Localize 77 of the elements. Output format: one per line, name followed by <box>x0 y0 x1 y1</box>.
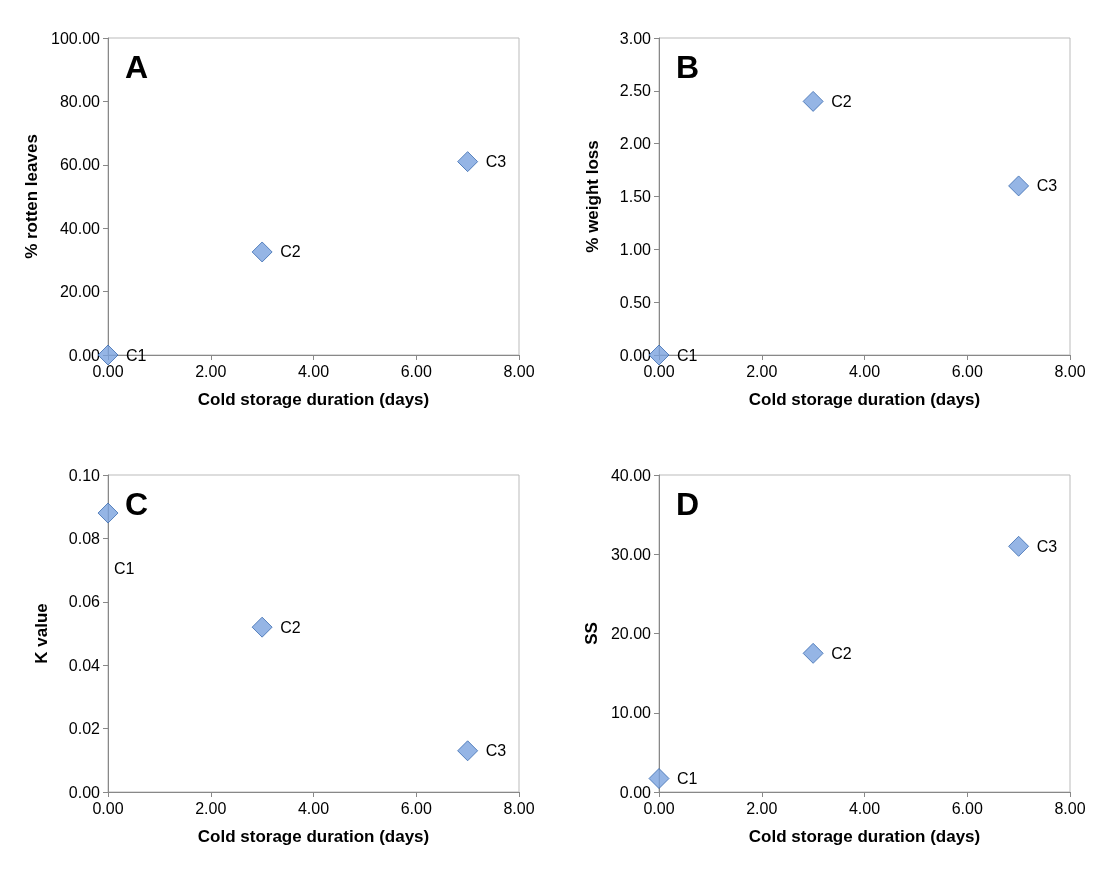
y-axis-title: % rotten leaves <box>22 134 42 259</box>
x-axis-title: Cold storage duration (days) <box>197 827 430 846</box>
y-tick-label: 1.00 <box>619 240 652 258</box>
y-tick-label: 60.00 <box>59 156 101 174</box>
y-tick-label: 2.50 <box>619 82 652 100</box>
annotation: C3 <box>485 153 507 171</box>
x-tick-label: 4.00 <box>297 799 330 817</box>
point <box>1008 175 1030 197</box>
y-tick-label: 30.00 <box>610 545 652 563</box>
y-axis-title: K value <box>32 603 51 664</box>
point <box>457 151 479 173</box>
y-tick-label: 0.00 <box>68 346 101 364</box>
x-tick-label: 8.00 <box>503 799 535 817</box>
point <box>97 502 119 524</box>
y-tick-label: 40.00 <box>610 466 652 484</box>
x-tick-label: 0.00 <box>92 362 124 380</box>
y-tick-label: 0.10 <box>68 466 101 484</box>
x-tick-label: 2.00 <box>746 362 778 380</box>
point <box>802 90 824 112</box>
x-tick-label: 0.00 <box>643 799 675 817</box>
annotation: C2 <box>280 618 301 636</box>
annotation: A <box>125 49 149 85</box>
y-tick-label: 100.00 <box>51 29 101 47</box>
point <box>251 241 273 263</box>
point <box>802 642 824 664</box>
y-tick-label: 0.06 <box>68 593 101 611</box>
annotation: C1 <box>677 770 698 788</box>
annotation: C2 <box>831 92 852 110</box>
x-tick-label: 8.00 <box>503 362 535 380</box>
annotation: C3 <box>485 742 507 760</box>
x-axis-title: Cold storage duration (days) <box>748 827 981 846</box>
y-tick-label: 0.08 <box>68 529 101 547</box>
x-tick-label: 4.00 <box>297 362 330 380</box>
y-tick-label: 0.00 <box>619 783 652 801</box>
y-tick-label: 0.50 <box>619 293 652 311</box>
y-tick-label: 20.00 <box>610 625 652 642</box>
x-tick-label: 2.00 <box>195 362 227 380</box>
annotation: C3 <box>1036 537 1058 555</box>
x-tick-label: 6.00 <box>400 799 432 817</box>
annotation: C3 <box>1036 177 1058 195</box>
y-tick-label: 3.00 <box>619 29 652 47</box>
x-tick-label: 6.00 <box>400 362 432 380</box>
y-tick-label: 0.00 <box>619 346 652 364</box>
y-axis-title: SS <box>582 622 602 645</box>
y-tick-label: 10.00 <box>610 704 652 722</box>
x-tick-label: 6.00 <box>951 799 983 817</box>
x-tick-label: 4.00 <box>848 799 881 817</box>
x-axis-title: Cold storage duration (days) <box>748 390 981 409</box>
y-tick-label: 40.00 <box>59 219 101 237</box>
y-tick-label: 80.00 <box>59 92 101 110</box>
point <box>457 740 479 762</box>
y-axis-title: % weight loss <box>583 140 602 253</box>
y-tick-label: 20.00 <box>59 283 101 301</box>
x-tick-label: 4.00 <box>848 362 881 380</box>
annotation: B <box>676 49 700 85</box>
point <box>1008 535 1030 557</box>
y-tick-label: 0.02 <box>68 720 101 738</box>
x-tick-label: 0.00 <box>643 362 675 380</box>
x-tick-label: 2.00 <box>746 799 778 817</box>
y-tick-label: 1.50 <box>619 188 652 205</box>
annotation: C1 <box>114 559 135 577</box>
y-tick-label: 0.04 <box>68 656 101 674</box>
x-tick-label: 0.00 <box>92 799 124 817</box>
x-tick-label: 8.00 <box>1054 799 1086 817</box>
x-tick-label: 8.00 <box>1054 362 1086 380</box>
annotation: C1 <box>126 346 147 364</box>
x-axis-title: Cold storage duration (days) <box>197 390 430 409</box>
x-tick-label: 6.00 <box>951 362 983 380</box>
annotation: C1 <box>677 346 698 364</box>
annotation: C2 <box>831 644 852 662</box>
x-tick-label: 2.00 <box>195 799 227 817</box>
annotation: C <box>125 486 149 522</box>
point <box>251 616 273 638</box>
y-tick-label: 2.00 <box>619 135 652 153</box>
annotation: D <box>676 486 700 522</box>
annotation: C2 <box>280 243 301 261</box>
y-tick-label: 0.00 <box>68 783 101 801</box>
